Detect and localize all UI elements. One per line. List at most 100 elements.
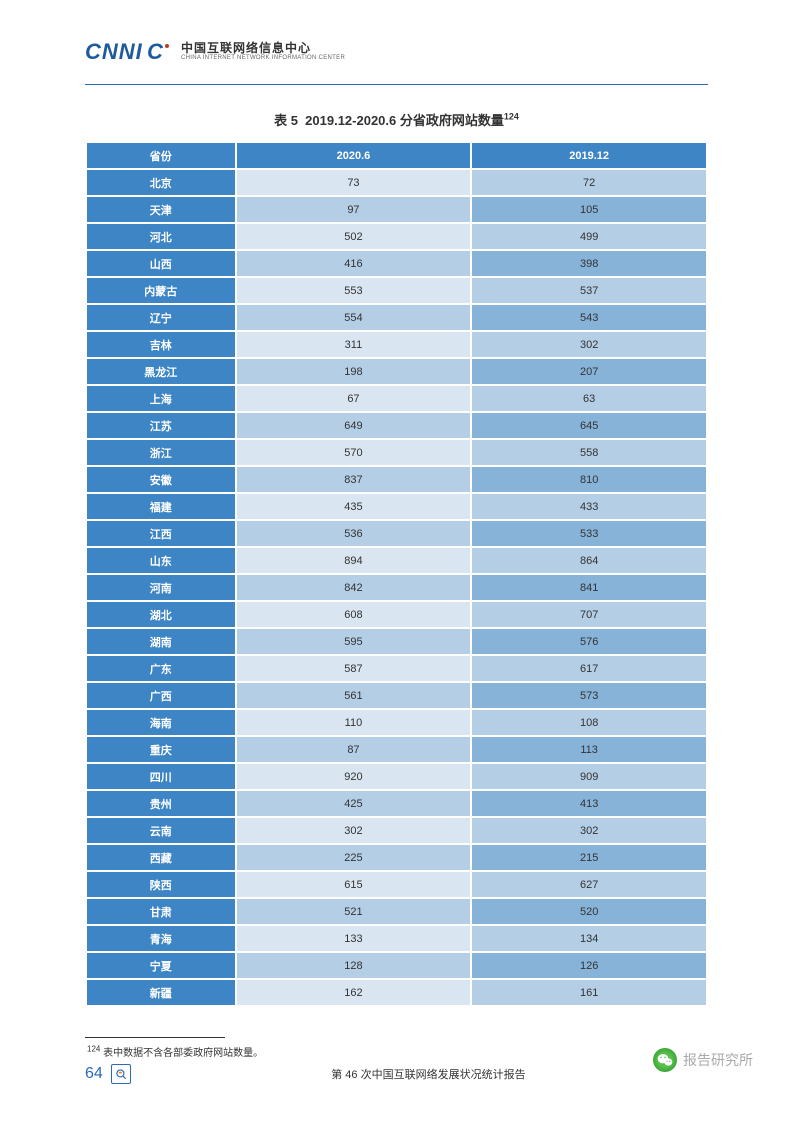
- cell-province: 北京: [87, 170, 235, 195]
- cell-province: 湖北: [87, 602, 235, 627]
- cell-2020: 649: [237, 413, 471, 438]
- cell-2020: 302: [237, 818, 471, 843]
- wechat-watermark: 报告研究所: [653, 1048, 753, 1072]
- table-row: 新疆162161: [87, 980, 706, 1005]
- table-row: 陕西615627: [87, 872, 706, 897]
- cell-2019: 543: [472, 305, 706, 330]
- cell-province: 山东: [87, 548, 235, 573]
- svg-text:CNNI: CNNI: [85, 40, 143, 64]
- table-row: 山西416398: [87, 251, 706, 276]
- cell-2020: 435: [237, 494, 471, 519]
- cell-province: 宁夏: [87, 953, 235, 978]
- wechat-icon: [653, 1048, 677, 1072]
- table-row: 青海133134: [87, 926, 706, 951]
- col-2019-12: 2019.12: [472, 143, 706, 168]
- cell-2020: 425: [237, 791, 471, 816]
- cell-province: 山西: [87, 251, 235, 276]
- footer-report-icon: [111, 1064, 131, 1084]
- cell-2019: 72: [472, 170, 706, 195]
- table-row: 河南842841: [87, 575, 706, 600]
- cell-province: 福建: [87, 494, 235, 519]
- table-row: 上海6763: [87, 386, 706, 411]
- cell-2019: 413: [472, 791, 706, 816]
- cell-2019: 520: [472, 899, 706, 924]
- cell-province: 四川: [87, 764, 235, 789]
- cell-2019: 558: [472, 440, 706, 465]
- cell-2019: 63: [472, 386, 706, 411]
- cell-province: 广东: [87, 656, 235, 681]
- cell-province: 黑龙江: [87, 359, 235, 384]
- cell-province: 陕西: [87, 872, 235, 897]
- cell-2019: 499: [472, 224, 706, 249]
- cell-2020: 842: [237, 575, 471, 600]
- table-row: 湖南595576: [87, 629, 706, 654]
- cell-2019: 617: [472, 656, 706, 681]
- header-logo: CNNI C 中国互联网络信息中心 CHINA INTERNET NETWORK…: [85, 40, 708, 64]
- cell-2020: 554: [237, 305, 471, 330]
- cell-2020: 502: [237, 224, 471, 249]
- cell-2019: 161: [472, 980, 706, 1005]
- table-row: 北京7372: [87, 170, 706, 195]
- logo-chinese: 中国互联网络信息中心: [181, 42, 345, 55]
- cell-2020: 311: [237, 332, 471, 357]
- cell-2020: 225: [237, 845, 471, 870]
- table-row: 重庆87113: [87, 737, 706, 762]
- cell-2020: 162: [237, 980, 471, 1005]
- cell-province: 吉林: [87, 332, 235, 357]
- table-row: 宁夏128126: [87, 953, 706, 978]
- table-row: 四川920909: [87, 764, 706, 789]
- table-title-main: 2019.12-2020.6 分省政府网站数量: [305, 113, 504, 128]
- watermark-text: 报告研究所: [683, 1050, 753, 1070]
- table-row: 广东587617: [87, 656, 706, 681]
- table-row: 辽宁554543: [87, 305, 706, 330]
- footnote-divider: [85, 1037, 225, 1038]
- cell-2020: 570: [237, 440, 471, 465]
- footnote: 124 表中数据不含各部委政府网站数量。: [85, 1044, 708, 1059]
- table-row: 内蒙古553537: [87, 278, 706, 303]
- cell-2019: 810: [472, 467, 706, 492]
- cell-2019: 576: [472, 629, 706, 654]
- cell-2020: 837: [237, 467, 471, 492]
- cell-2020: 73: [237, 170, 471, 195]
- header-divider: [85, 84, 708, 85]
- table-row: 天津97105: [87, 197, 706, 222]
- cell-2020: 110: [237, 710, 471, 735]
- cell-2020: 553: [237, 278, 471, 303]
- cell-province: 浙江: [87, 440, 235, 465]
- cell-2020: 87: [237, 737, 471, 762]
- document-page: CNNI C 中国互联网络信息中心 CHINA INTERNET NETWORK…: [0, 0, 793, 1122]
- cell-province: 江西: [87, 521, 235, 546]
- cell-2019: 113: [472, 737, 706, 762]
- table-title-prefix: 表 5: [274, 113, 298, 128]
- table-row: 西藏225215: [87, 845, 706, 870]
- table-row: 黑龙江198207: [87, 359, 706, 384]
- table-row: 贵州425413: [87, 791, 706, 816]
- footer-report-name: 第 46 次中国互联网络发展状况统计报告: [331, 1066, 525, 1082]
- cell-2020: 128: [237, 953, 471, 978]
- table-row: 云南302302: [87, 818, 706, 843]
- table-header-row: 省份 2020.6 2019.12: [87, 143, 706, 168]
- cell-2019: 533: [472, 521, 706, 546]
- table-row: 山东894864: [87, 548, 706, 573]
- table-row: 吉林311302: [87, 332, 706, 357]
- cell-2020: 615: [237, 872, 471, 897]
- cell-2020: 561: [237, 683, 471, 708]
- cell-province: 湖南: [87, 629, 235, 654]
- cell-2020: 521: [237, 899, 471, 924]
- cell-province: 甘肃: [87, 899, 235, 924]
- cell-province: 西藏: [87, 845, 235, 870]
- footnote-marker: 124: [87, 1045, 100, 1054]
- cell-province: 青海: [87, 926, 235, 951]
- table-row: 甘肃521520: [87, 899, 706, 924]
- logo-english: CHINA INTERNET NETWORK INFORMATION CENTE…: [181, 55, 345, 62]
- svg-text:C: C: [147, 40, 164, 64]
- cell-province: 新疆: [87, 980, 235, 1005]
- cell-province: 江苏: [87, 413, 235, 438]
- cell-2019: 573: [472, 683, 706, 708]
- cell-2019: 864: [472, 548, 706, 573]
- cell-province: 安徽: [87, 467, 235, 492]
- cell-2019: 126: [472, 953, 706, 978]
- cell-2019: 207: [472, 359, 706, 384]
- table-row: 江西536533: [87, 521, 706, 546]
- cell-2019: 645: [472, 413, 706, 438]
